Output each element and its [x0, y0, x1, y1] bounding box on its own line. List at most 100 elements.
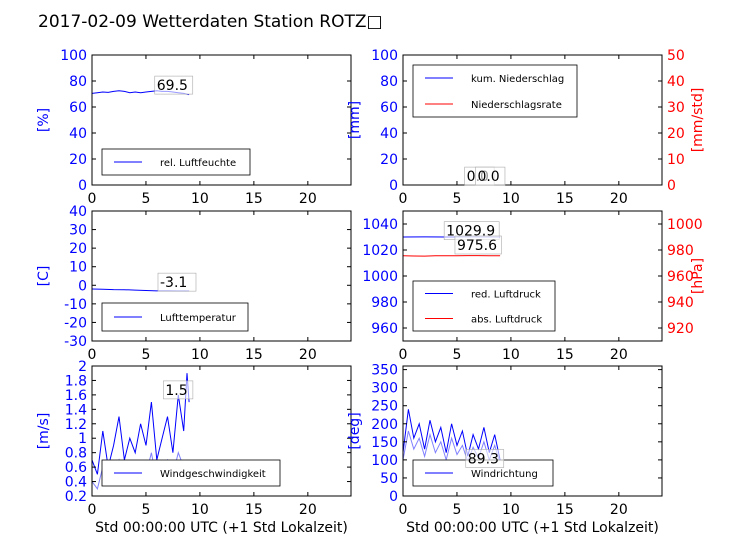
pressure-annotation-box: [454, 235, 502, 255]
wind-direction-x-tick-label: 15: [556, 502, 574, 518]
wind-direction-y-axis-label: [deg]: [347, 412, 363, 449]
precipitation-y-axis-label: [mm]: [347, 101, 363, 139]
wind-speed-x-tick-label: 5: [141, 502, 150, 518]
humidity-x-tick-label: 15: [245, 191, 263, 207]
precipitation-x-tick-label: 0: [399, 191, 408, 207]
humidity-y-tick-label: 60: [69, 100, 87, 116]
pressure-legend-entry: abs. Luftdruck: [471, 315, 542, 326]
humidity-y-tick-label: 100: [60, 48, 87, 64]
temperature-x-tick-label: 20: [299, 347, 317, 363]
precipitation-legend-box: [412, 64, 578, 118]
pressure-y2-tick-label: 920: [667, 321, 694, 337]
pressure-y-tick-label: 1020: [362, 243, 398, 259]
precipitation-y-tick-label: 0: [389, 178, 398, 194]
temperature-y-tick-label: 30: [69, 223, 87, 239]
precipitation-y2-axis-label: [mm/std]: [690, 88, 706, 153]
wind-direction-y-tick-label: 300: [371, 381, 398, 397]
temperature-y-tick-label: -30: [64, 334, 87, 350]
pressure-y2-tick-label: 960: [667, 269, 694, 285]
precipitation-x-tick-label: 15: [556, 191, 574, 207]
precipitation-y2-tick-label: 30: [667, 100, 685, 116]
wind-direction-y-tick-label: 350: [371, 363, 398, 379]
humidity-y-tick-label: 80: [69, 74, 87, 90]
wind-speed-legend-entry: Windgeschwindigkeit: [160, 469, 266, 480]
pressure-y-tick-label: 1040: [362, 217, 398, 233]
humidity-x-tick-label: 10: [191, 191, 209, 207]
precipitation-annotation-label: 0.0: [477, 169, 499, 185]
pressure-legend-entry: red. Luftdruck: [471, 290, 541, 301]
humidity-x-tick-label: 20: [299, 191, 317, 207]
temperature-y-tick-label: -20: [64, 315, 87, 331]
humidity-y-tick-label: 40: [69, 126, 87, 142]
pressure-x-tick-label: 0: [399, 347, 408, 363]
wind-speed-y-tick-label: 1.6: [65, 388, 87, 404]
humidity-y-tick-label: 20: [69, 152, 87, 168]
wind-direction-series-line-1: [403, 430, 501, 464]
wind-speed-y-tick-label: 0.8: [65, 446, 87, 462]
precipitation-legend-entry: Niederschlagsrate: [471, 100, 562, 111]
pressure-y2-axis-label: [hPa]: [690, 258, 706, 294]
precipitation-legend-entry: kum. Niederschlag: [471, 74, 564, 85]
wind-speed-x-tick-label: 0: [88, 502, 97, 518]
wind-direction-y-tick-label: 250: [371, 399, 398, 415]
pressure-x-tick-label: 15: [556, 347, 574, 363]
wind-direction-annotation-box: [465, 449, 505, 468]
wind-speed-y-tick-label: 0.4: [65, 475, 87, 491]
temperature-annotation-box: [157, 272, 197, 292]
humidity-annotation-label: 69.5: [157, 78, 188, 94]
wind-direction-y-tick-label: 50: [380, 471, 398, 487]
chart-title: 2017-02-09 Wetterdaten Station ROTZ□: [38, 12, 383, 32]
temperature-y-tick-label: 20: [69, 241, 87, 257]
precipitation-x-tick-label: 20: [610, 191, 628, 207]
pressure-y2-tick-label: 1000: [667, 217, 703, 233]
wind-direction-x-tick-label: 10: [502, 502, 520, 518]
humidity-annotation-box: [154, 75, 194, 95]
pressure-y2-tick-label: 940: [667, 295, 694, 311]
wind-speed-y-tick-label: 0.2: [65, 489, 87, 505]
wind-direction-x-tick-label: 20: [610, 502, 628, 518]
wind-speed-y-tick-label: 1: [78, 431, 87, 447]
wind-direction-x-axis-label: Std 00:00:00 UTC (+1 Std Lokalzeit): [406, 520, 659, 536]
wind-direction-series-line-0: [403, 409, 501, 461]
wind-speed-y-tick-label: 1.2: [65, 417, 87, 433]
pressure-series-line-1: [403, 255, 501, 257]
temperature-legend-entry: Lufttemperatur: [160, 313, 237, 324]
humidity-y-axis-label: [%]: [36, 108, 52, 132]
humidity-x-tick-label: 5: [141, 191, 150, 207]
precipitation-y2-tick-label: 10: [667, 152, 685, 168]
wind-speed-x-tick-label: 20: [299, 502, 317, 518]
wind-speed-x-tick-label: 10: [191, 502, 209, 518]
temperature-plot-frame: [91, 210, 352, 342]
temperature-y-tick-label: 0: [78, 278, 87, 294]
wind-speed-y-axis-label: [m/s]: [36, 413, 52, 450]
temperature-y-tick-label: 10: [69, 260, 87, 276]
wind-speed-y-tick-label: 0.6: [65, 460, 87, 476]
temperature-y-tick-label: 40: [69, 204, 87, 220]
wind-speed-plot-frame: [91, 365, 352, 497]
wind-speed-y-tick-label: 1.4: [65, 402, 87, 418]
precipitation-x-tick-label: 10: [502, 191, 520, 207]
wind-direction-legend-entry: Windrichtung: [471, 469, 538, 480]
precipitation-annotation-box: [475, 166, 506, 186]
temperature-y-tick-label: -10: [64, 297, 87, 313]
humidity-y-tick-label: 0: [78, 178, 87, 194]
wind-direction-y-tick-label: 100: [371, 453, 398, 469]
precipitation-x-tick-label: 5: [452, 191, 461, 207]
temperature-x-tick-label: 10: [191, 347, 209, 363]
wind-direction-plot-frame: [402, 365, 663, 497]
precipitation-y2-tick-label: 40: [667, 74, 685, 90]
precipitation-y-tick-label: 20: [380, 152, 398, 168]
precipitation-plot-frame: [402, 54, 663, 186]
precipitation-y2-tick-label: 20: [667, 126, 685, 142]
wind-speed-annotation-box: [163, 380, 194, 400]
temperature-y-axis-label: [C]: [36, 266, 52, 287]
temperature-x-tick-label: 15: [245, 347, 263, 363]
pressure-annotation-label: 1029.9: [446, 224, 495, 240]
pressure-y2-tick-label: 980: [667, 243, 694, 259]
wind-speed-y-tick-label: 1.8: [65, 373, 87, 389]
wind-direction-y-tick-label: 0: [389, 489, 398, 505]
pressure-y-tick-label: 960: [371, 321, 398, 337]
pressure-x-tick-label: 10: [502, 347, 520, 363]
pressure-y-tick-label: 1000: [362, 269, 398, 285]
